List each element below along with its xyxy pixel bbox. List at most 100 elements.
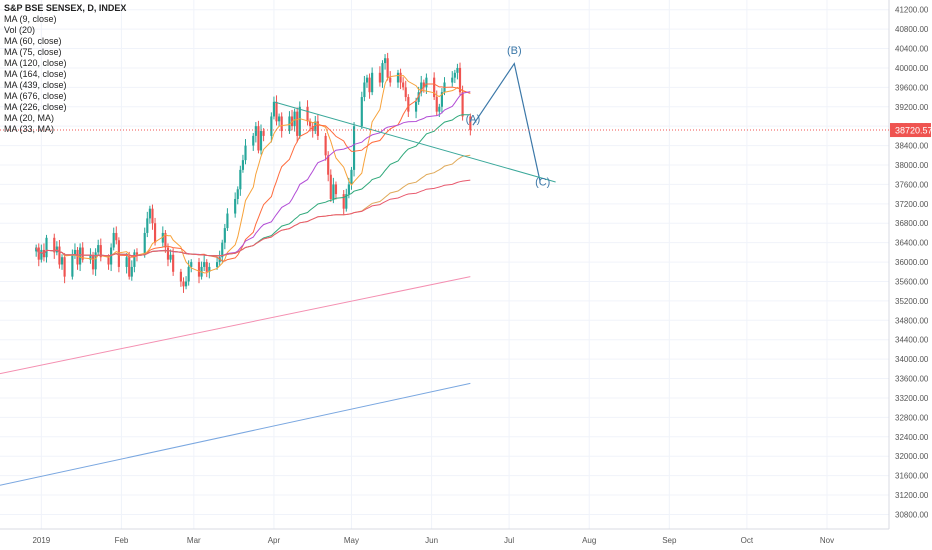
candle-body [433, 77, 436, 98]
candle-body [259, 131, 263, 151]
candle-body [440, 92, 444, 107]
candle-body [107, 257, 110, 265]
candle-body [332, 184, 335, 199]
legend-study: MA (676, close) [4, 91, 67, 101]
candle-body [314, 121, 317, 132]
y-tick-label: 37600.00 [895, 180, 929, 189]
candle-body [89, 254, 92, 260]
ma-676-line [0, 382, 471, 486]
candle-body [53, 237, 56, 253]
y-tick-label: 40400.00 [895, 45, 929, 54]
x-tick-label: Sep [662, 536, 677, 545]
candle-body [97, 245, 100, 253]
candle-body [407, 97, 410, 112]
y-tick-label: 35600.00 [895, 277, 929, 286]
legend-study: MA (439, close) [4, 80, 67, 90]
legend-study: MA (226, close) [4, 102, 67, 112]
y-tick-label: 32400.00 [895, 433, 929, 442]
legend-study: MA (75, close) [4, 47, 62, 57]
candle-body [63, 257, 66, 277]
x-tick-label: Nov [820, 536, 834, 545]
y-tick-label: 36400.00 [895, 239, 929, 248]
candle-body [128, 257, 131, 277]
candle-body [458, 67, 462, 93]
candle-body [296, 111, 299, 136]
candle-body [58, 246, 61, 265]
candle-body [172, 254, 175, 272]
candle-body [371, 72, 374, 93]
candle-body [164, 232, 167, 248]
x-tick-label: 2019 [32, 536, 50, 545]
ma-439-line [0, 276, 471, 375]
candle-body [166, 247, 170, 260]
candle-body [153, 223, 157, 243]
candle-body [298, 106, 301, 136]
candle-body [99, 245, 102, 258]
candle-body [363, 82, 366, 98]
candle-body [35, 247, 38, 252]
last-price-label: 38720.57 [895, 126, 932, 136]
y-tick-label: 37200.00 [895, 200, 929, 209]
candle-body [179, 271, 182, 282]
candle-body [221, 242, 224, 258]
candle-body [327, 155, 330, 175]
candle-body [205, 262, 208, 272]
x-tick-label: Jun [425, 536, 438, 545]
candle-body [241, 160, 245, 170]
candle-body [342, 194, 345, 209]
candle-body [94, 252, 97, 270]
candle-body [135, 252, 139, 255]
candle-body [288, 116, 291, 132]
candle-body [133, 252, 136, 267]
candle-body [143, 232, 146, 255]
last-price-badge [890, 123, 931, 138]
candle-body [422, 82, 425, 88]
y-tick-label: 34800.00 [895, 316, 929, 325]
candle-body [45, 237, 48, 258]
candle-body [130, 266, 133, 277]
wave-label: (C) [535, 176, 550, 188]
candle-body [386, 58, 389, 78]
x-tick-label: Apr [268, 536, 281, 545]
candle-body [306, 106, 309, 122]
candle-body [262, 131, 265, 136]
legend: S&P BSE SENSEX, D, INDEX MA (9, close) V… [4, 3, 126, 135]
candle-body [381, 63, 384, 83]
candle-body [203, 262, 206, 267]
legend-study: MA (60, close) [4, 36, 62, 46]
candle-body [76, 249, 79, 265]
candle-body [402, 82, 405, 88]
candle-body [399, 72, 402, 83]
wave-abc-line [472, 62, 541, 182]
y-tick-label: 40000.00 [895, 64, 929, 73]
y-tick-label: 38000.00 [895, 161, 929, 170]
x-tick-label: Jul [504, 536, 514, 545]
candle-body [112, 232, 115, 248]
ma-75-line [35, 154, 471, 257]
candle-body [151, 208, 154, 224]
candle-body [425, 77, 428, 88]
candle-body [456, 67, 459, 73]
candle-body [184, 281, 188, 287]
y-tick-label: 34400.00 [895, 336, 929, 345]
candle-body [275, 101, 278, 122]
legend-study: MA (9, close) [4, 14, 57, 24]
candle-body [244, 145, 247, 161]
candle-body [73, 249, 77, 255]
wave-label: (B) [507, 45, 522, 57]
candle-body [350, 169, 353, 185]
candle-body [71, 254, 74, 277]
candle-body [347, 184, 350, 195]
candle-body [329, 174, 332, 199]
candle-body [435, 97, 438, 112]
y-tick-label: 35200.00 [895, 297, 929, 306]
candle-body [453, 72, 456, 78]
candle-body [197, 262, 201, 277]
y-tick-label: 31200.00 [895, 491, 929, 500]
candle-body [169, 254, 172, 260]
y-tick-label: 32800.00 [895, 413, 929, 422]
candle-body [396, 72, 400, 83]
candle-body [451, 77, 454, 83]
